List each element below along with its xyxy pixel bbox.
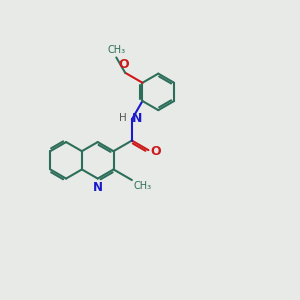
Text: H: H	[119, 113, 127, 124]
Text: O: O	[118, 58, 129, 71]
Text: N: N	[132, 112, 142, 125]
Text: CH₃: CH₃	[107, 45, 125, 56]
Text: CH₃: CH₃	[133, 181, 151, 191]
Text: O: O	[151, 145, 161, 158]
Text: N: N	[93, 181, 103, 194]
